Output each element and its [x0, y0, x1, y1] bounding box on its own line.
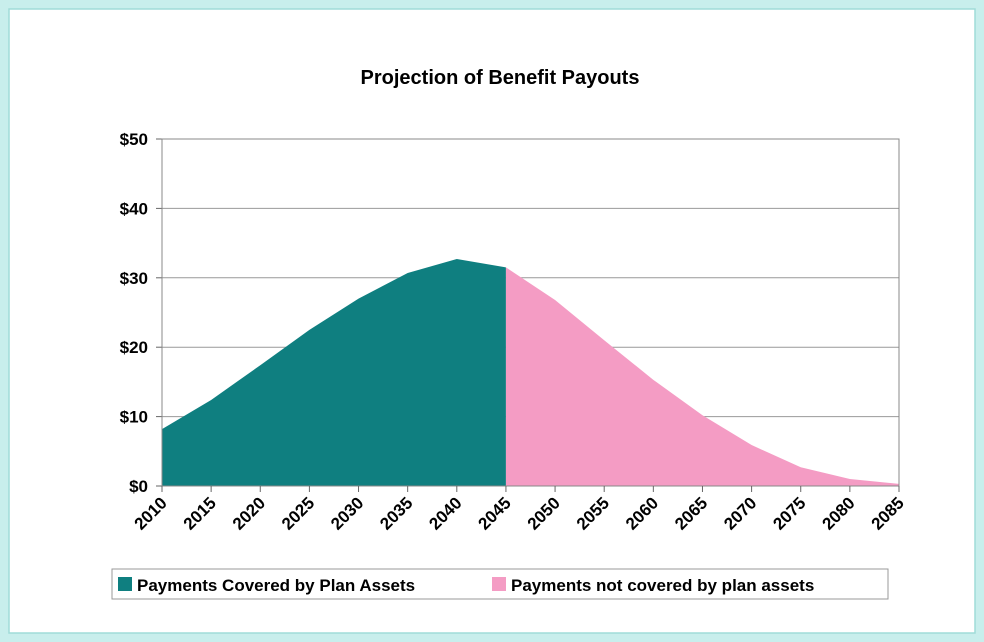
y-tick-label: $40 — [120, 199, 148, 218]
y-tick-label: $30 — [120, 269, 148, 288]
y-tick-label: $50 — [120, 130, 148, 149]
y-tick-label: $0 — [129, 477, 148, 496]
area — [505, 267, 899, 486]
plot-frame — [161, 138, 900, 487]
y-tick-label: $10 — [120, 408, 148, 427]
legend-label: Payments Covered by Plan Assets — [137, 576, 415, 595]
legend-swatch — [118, 577, 132, 591]
area — [162, 259, 506, 486]
legend-label: Payments not covered by plan assets — [511, 576, 814, 595]
chart-title: Projection of Benefit Payouts — [361, 67, 640, 89]
legend-swatch — [492, 577, 506, 591]
y-tick-label: $20 — [120, 338, 148, 357]
legend: Payments Covered by Plan Assets Payments … — [111, 568, 889, 600]
